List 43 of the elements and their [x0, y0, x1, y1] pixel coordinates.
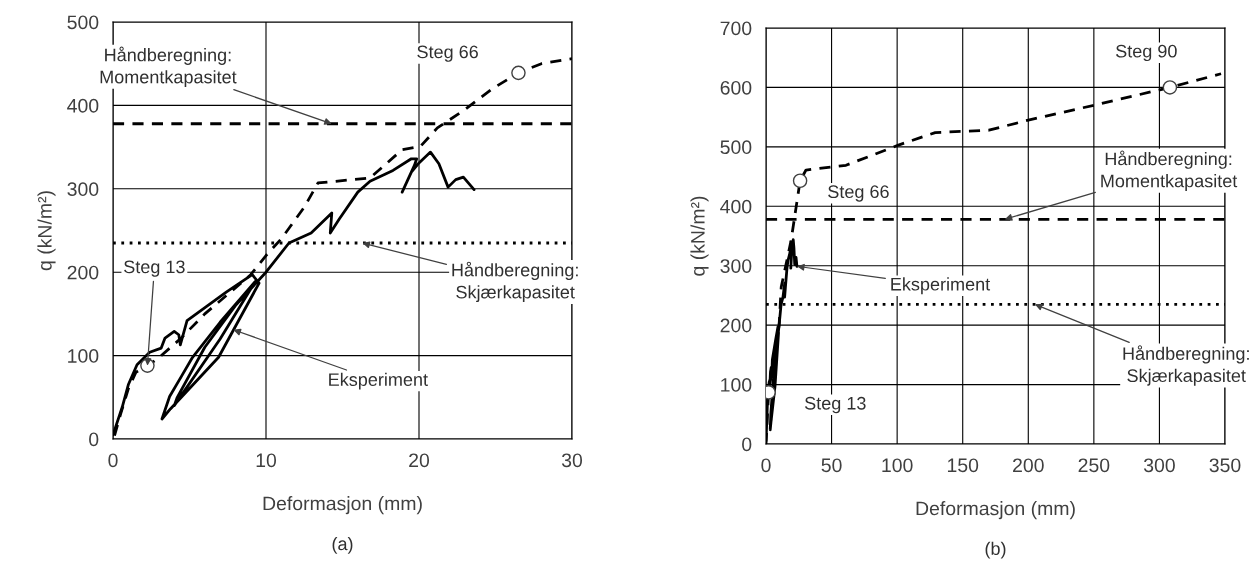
annotation: Steg 13: [124, 260, 185, 277]
y-tick-label: 0: [89, 432, 99, 447]
x-tick-label: 150: [947, 458, 979, 473]
text: (b): [985, 541, 1006, 559]
annotation: Håndberegning: Momentkapasitet: [100, 46, 237, 87]
annotation: Håndberegning: Skjærkapasitet: [452, 261, 578, 303]
x-axis-title: Deformasjon (mm): [263, 496, 422, 515]
annotation: Steg 66: [417, 45, 478, 62]
x-tick-label: 50: [821, 458, 842, 473]
y-tick-label: 600: [720, 80, 752, 95]
x-tick-label: 200: [1013, 458, 1044, 473]
y-tick-label: 100: [68, 349, 99, 363]
x-tick-label: 20: [409, 453, 430, 468]
annotation: Eksperiment: [891, 277, 991, 295]
annotation: Eksperiment: [329, 372, 428, 390]
x-tick-label: 100: [882, 458, 913, 473]
y-tick-label: 100: [721, 378, 752, 392]
x-tick-label: 30: [561, 453, 583, 468]
annotation: Håndberegning: Momentkapasitet: [1101, 150, 1238, 191]
y-tick-label: 200: [67, 265, 99, 280]
x-tick-label: 350: [1209, 458, 1241, 473]
annotation: Steg 66: [828, 185, 889, 202]
text: (a): [332, 537, 353, 554]
annotation: Steg 90: [1116, 44, 1177, 62]
y-tick-label: 300: [720, 259, 752, 273]
y-tick-label: 500: [67, 15, 99, 30]
x-tick-label: 250: [1078, 458, 1110, 473]
y-axis-title: q (kN/m²): [37, 191, 56, 271]
y-tick-label: 500: [720, 140, 752, 155]
y-tick-label: 700: [720, 21, 752, 36]
x-tick-label: 300: [1143, 458, 1175, 473]
y-tick-label: 300: [67, 182, 99, 197]
x-tick-label: 0: [761, 458, 771, 473]
y-tick-label: 400: [67, 98, 99, 113]
x-tick-label: 0: [108, 453, 118, 468]
y-tick-label: 200: [720, 318, 752, 333]
y-tick-label: 0: [742, 437, 752, 452]
x-axis-title: Deformasjon (mm): [916, 501, 1075, 520]
y-axis-title: q (kN/m²): [690, 196, 709, 276]
x-tick-label: 10: [256, 453, 277, 468]
y-tick-label: 400: [720, 199, 752, 214]
annotation: Steg 13: [804, 396, 866, 414]
annotation: Håndberegning: Skjærkapasitet: [1123, 345, 1249, 386]
